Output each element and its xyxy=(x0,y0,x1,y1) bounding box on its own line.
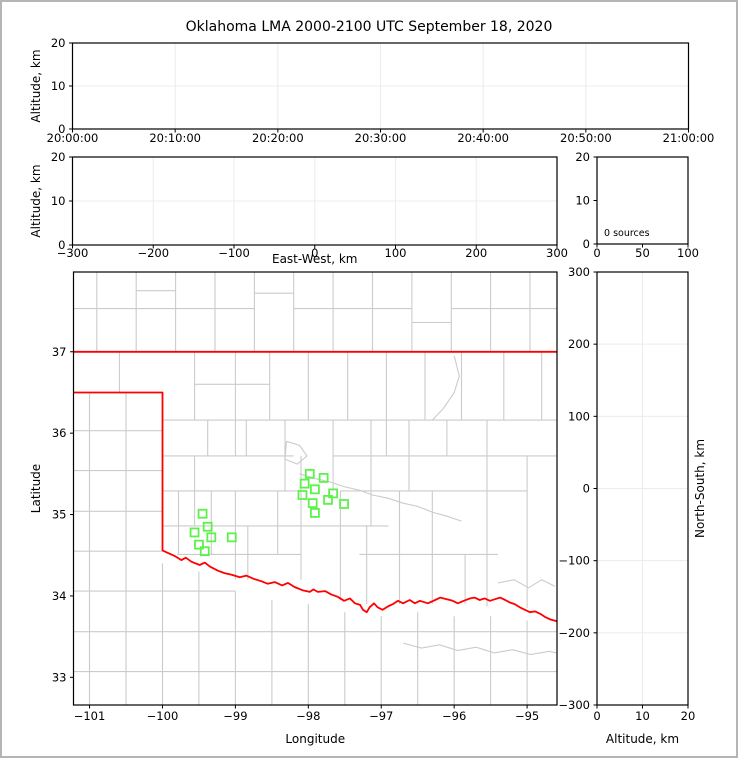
lma-station-marker xyxy=(307,498,318,509)
x-tick-label: −100 xyxy=(218,246,250,260)
state-border-red-river-line xyxy=(73,391,557,623)
x-tick-label: 20:40:00 xyxy=(457,131,509,145)
county-boundary-line xyxy=(284,440,308,465)
x-tick-label: 100 xyxy=(385,246,407,260)
x-tick-label: 21:00:00 xyxy=(663,131,715,145)
x-axis-label: Longitude xyxy=(285,732,345,746)
panel-border xyxy=(72,271,558,706)
lma-station-marker xyxy=(309,508,320,518)
lma-station-marker xyxy=(226,532,237,543)
x-tick-label: 10 xyxy=(635,709,650,723)
y-tick-label: 100 xyxy=(568,409,590,423)
county-boundary-line xyxy=(402,642,557,656)
lma-station-marker xyxy=(299,478,310,489)
panel-background xyxy=(73,272,557,705)
y-tick-label: 300 xyxy=(568,265,590,279)
county-boundary-line xyxy=(431,355,460,421)
lma-station-marker xyxy=(323,494,333,505)
lma-station-marker xyxy=(199,546,210,557)
y-axis-label: Altitude, km xyxy=(29,164,43,237)
x-tick-label: −300 xyxy=(57,246,89,260)
y-tick-label: 35 xyxy=(52,508,67,522)
x-tick-label: 20 xyxy=(681,709,696,723)
lma-station-marker xyxy=(309,484,320,495)
y-tick-label: 0 xyxy=(58,122,65,136)
y-tick-label: 0 xyxy=(583,237,590,251)
x-tick-label: 20:20:00 xyxy=(252,131,304,145)
x-tick-label: −98 xyxy=(296,709,320,723)
y-tick-label: 10 xyxy=(575,194,590,208)
x-tick-label: 0 xyxy=(593,709,600,723)
y-tick-label: 20 xyxy=(51,150,66,164)
panel-background xyxy=(597,157,688,244)
map-layers xyxy=(73,272,557,705)
x-tick-label: 0 xyxy=(311,246,318,260)
x-tick-label: 20:10:00 xyxy=(149,131,201,145)
panel-ew-height: −300 −200 −100 0 100 200 300 0 10 20 East-West, km… xyxy=(29,150,568,266)
y-tick-label: 10 xyxy=(51,194,66,208)
y-tick-label: 20 xyxy=(51,36,66,50)
lma-station-marker xyxy=(197,508,208,519)
x-tick-label: 50 xyxy=(635,246,650,260)
y-tick-label: −100 xyxy=(558,554,590,568)
x-tick-label: 100 xyxy=(677,246,699,260)
panel-plan-view: −101 −100 −99 −98 −97 −96 −95 33 34 35 36 37 Longitu… xyxy=(29,271,558,746)
x-tick-label: 20:00:00 xyxy=(47,131,99,145)
y-tick-label: 20 xyxy=(575,150,590,164)
lma-station-marker xyxy=(189,527,200,538)
plot-title: Oklahoma LMA 2000-2100 UTC September 18,… xyxy=(186,19,553,35)
x-tick-label: 0 xyxy=(593,246,600,260)
y-axis-label: Latitude xyxy=(29,464,43,513)
x-tick-label: −97 xyxy=(369,709,393,723)
x-tick-label: 20:30:00 xyxy=(355,131,407,145)
x-tick-label: −99 xyxy=(223,709,247,723)
y-tick-label: 0 xyxy=(58,238,65,252)
x-tick-label: 300 xyxy=(546,246,568,260)
lma-station-marker xyxy=(339,499,349,509)
x-tick-label: −200 xyxy=(137,246,169,260)
x-tick-label: 20:50:00 xyxy=(560,131,612,145)
plot-panels: 20:00:00 20:10:00 20:20:00 20:30:00 20:40:00… xyxy=(29,36,714,746)
y-tick-label: −200 xyxy=(558,626,590,640)
lma-station-marker xyxy=(206,532,217,543)
x-tick-label: −100 xyxy=(147,709,179,723)
panel-ns-height: 0 10 20 −300 −200 −100 0 100 200 300 Altitude, km N… xyxy=(558,265,707,746)
x-axis-label: Altitude, km xyxy=(606,732,679,746)
x-tick-label: −101 xyxy=(74,709,106,723)
y-tick-label: 200 xyxy=(568,337,590,351)
y-tick-label: −300 xyxy=(558,698,590,712)
source-count-label: 0 sources xyxy=(604,228,650,239)
y-tick-label: 36 xyxy=(52,426,67,440)
panel-time-height: 20:00:00 20:10:00 20:20:00 20:30:00 20:40:00… xyxy=(29,36,714,145)
x-tick-label: 200 xyxy=(465,246,487,260)
lma-station-marker xyxy=(318,473,329,483)
lma-station-marker xyxy=(328,488,339,499)
lma-station-marker xyxy=(297,490,308,500)
y-tick-label: 34 xyxy=(52,589,67,603)
county-boundary-line xyxy=(497,579,556,589)
lma-station-marker xyxy=(202,521,213,532)
x-tick-label: −96 xyxy=(442,709,466,723)
lma-station-marker xyxy=(304,468,315,479)
y-axis-label: Altitude, km xyxy=(29,49,43,122)
x-axis-label: East-West, km xyxy=(272,252,358,266)
y-tick-label: 10 xyxy=(51,79,66,93)
lma-station-marker xyxy=(194,539,204,550)
panel-alt-histogram: 0 sources 0 50 100 0 10 20 xyxy=(575,150,699,260)
y-tick-label: 0 xyxy=(583,482,590,496)
x-tick-label: −95 xyxy=(515,709,539,723)
y-axis-label: North-South, km xyxy=(693,439,707,538)
y-tick-label: 33 xyxy=(52,670,67,684)
y-tick-label: 37 xyxy=(52,345,67,359)
